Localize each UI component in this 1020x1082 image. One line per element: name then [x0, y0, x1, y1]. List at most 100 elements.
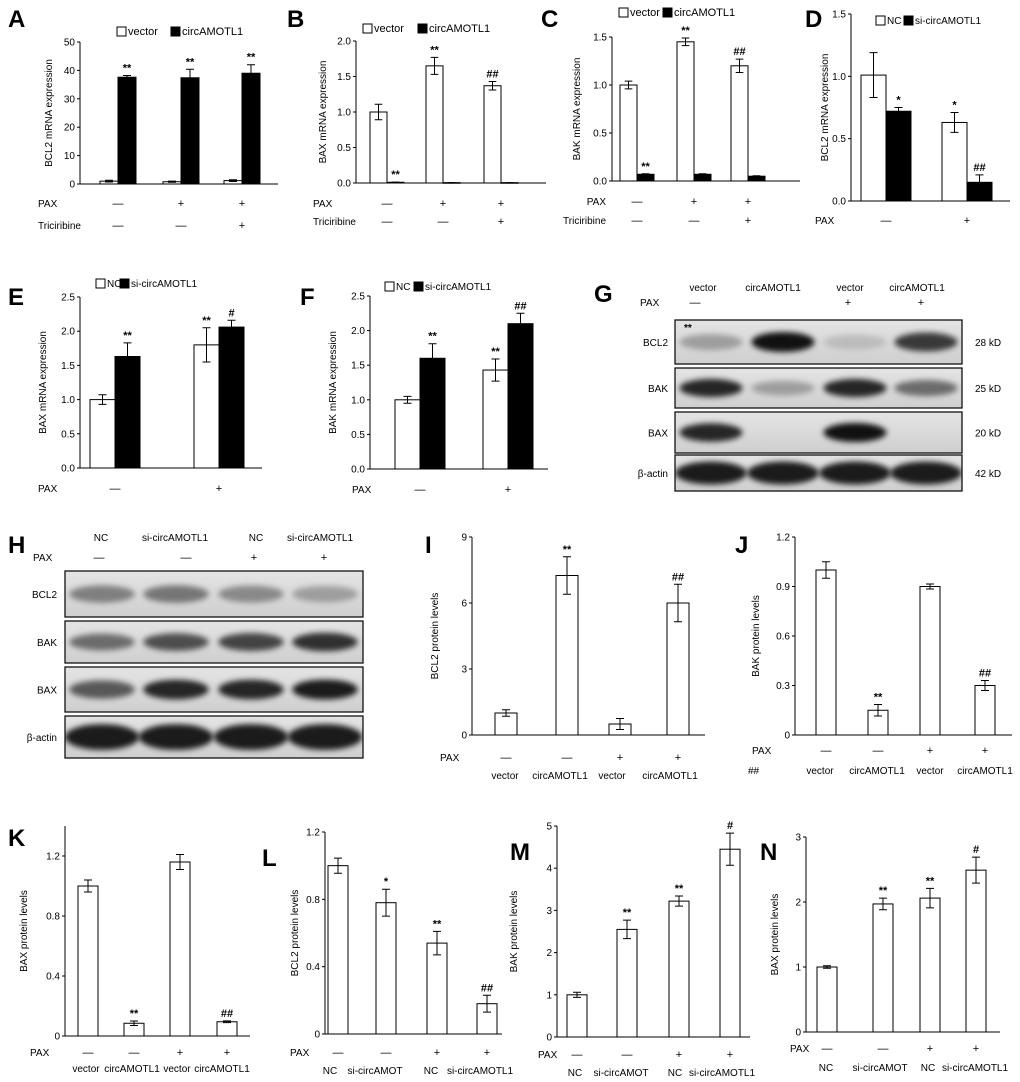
- y-tick-label: 50: [64, 38, 76, 49]
- protein-band: [823, 378, 887, 398]
- panel-letter: D: [805, 6, 822, 33]
- error-bar: [502, 709, 510, 717]
- y-tick-label: 3: [461, 665, 467, 676]
- legend-swatch: [413, 281, 424, 292]
- bar: [483, 85, 502, 184]
- condition-sign: —: [632, 215, 643, 227]
- bar: [666, 602, 690, 736]
- condition-sign: —: [821, 745, 832, 757]
- blot-row: [674, 411, 963, 454]
- legend-label: circAMOTL1: [182, 26, 243, 38]
- significance-mark: #: [228, 307, 234, 319]
- condition-label: PAX: [38, 199, 58, 210]
- error-bar: [926, 583, 934, 590]
- error-bar: [168, 180, 176, 183]
- bar: [693, 173, 712, 182]
- protein-band: [751, 380, 815, 396]
- condition-sign: —: [382, 216, 393, 228]
- y-tick-label: 0.0: [593, 177, 607, 188]
- significance-mark: ##: [672, 571, 684, 583]
- y-axis-label: BAK mRNA expression: [572, 58, 583, 161]
- error-bar: [516, 312, 525, 335]
- panel-e: E 0.0 0.5 1.0 1.5 2.0 2.5 BAX mRNA expression **…: [8, 278, 262, 495]
- bar: [676, 41, 695, 182]
- significance-mark: ##: [486, 68, 498, 80]
- x-category-label: circAMOTL1: [849, 766, 905, 777]
- error-bar: [726, 832, 734, 866]
- bar: [566, 994, 588, 1038]
- y-tick-label: 1.5: [832, 10, 846, 21]
- error-bar: [430, 56, 439, 75]
- protein-row-label: BAK: [37, 638, 57, 649]
- condition-sign: +: [676, 1049, 682, 1061]
- error-bar: [428, 343, 437, 374]
- significance-mark: #: [727, 820, 733, 832]
- condition-sign: —: [689, 215, 700, 227]
- protein-row-label: BCL2: [32, 590, 57, 601]
- legend-label: si-circAMOTL1: [425, 282, 492, 293]
- y-axis-label: BCL2 mRNA expression: [44, 59, 55, 167]
- condition-sign: —: [333, 1047, 344, 1059]
- condition-sign: +: [691, 196, 697, 208]
- panel-letter: K: [8, 825, 26, 852]
- panel-k: K 0 0.4 0.8 1.2 BAX protein levels ** ## PAX — — + +…: [8, 825, 250, 1075]
- y-tick-label: 0: [546, 1033, 552, 1044]
- protein-band: [823, 334, 887, 350]
- bar: [668, 900, 690, 1038]
- error-bar: [563, 556, 571, 595]
- error-bar: [98, 394, 107, 405]
- bar: [616, 928, 638, 1038]
- protein-band: [292, 585, 358, 603]
- bar: [425, 65, 444, 184]
- y-tick-label: 1.2: [306, 828, 320, 839]
- legend-swatch: [618, 7, 629, 18]
- significance-mark: **: [247, 52, 256, 64]
- legend-label: vector: [374, 23, 404, 35]
- x-category-label: vector: [72, 1064, 100, 1075]
- y-tick-label: 0.4: [306, 962, 320, 973]
- lane-label: circAMOTL1: [889, 283, 945, 294]
- blot-row: [674, 319, 963, 365]
- error-bar: [735, 58, 744, 74]
- bar: [216, 1021, 238, 1037]
- error-bar: [616, 718, 624, 730]
- legend-label: NC: [107, 279, 121, 290]
- y-tick-label: 3: [795, 833, 801, 844]
- y-tick-label: 40: [64, 66, 76, 77]
- lane-label: NC: [249, 533, 263, 544]
- condition-sign: —: [501, 752, 512, 764]
- blot-membrane: [65, 667, 363, 712]
- error-bar: [202, 327, 211, 363]
- y-tick-label: 1.5: [593, 33, 607, 44]
- significance-mark: **: [623, 907, 632, 919]
- bar: [730, 65, 749, 182]
- x-category-label: si-circAMOT: [853, 1063, 908, 1074]
- bar: [965, 869, 987, 1033]
- molecular-weight-label: 28 kD: [975, 338, 1001, 349]
- condition-sign: +: [927, 1043, 933, 1055]
- bar: [719, 848, 741, 1038]
- significance-mark: **: [123, 330, 132, 342]
- legend-swatch: [362, 23, 373, 34]
- blot-frame: [64, 570, 364, 618]
- y-tick-label: 2.0: [351, 326, 365, 337]
- condition-sign: +: [177, 1047, 183, 1059]
- condition-label: PAX: [440, 753, 460, 764]
- significance-mark: **: [681, 25, 690, 37]
- condition-sign: —: [632, 196, 643, 208]
- molecular-weight-label: 25 kD: [975, 384, 1001, 395]
- protein-band: [823, 422, 887, 443]
- y-tick-label: 0.6: [776, 632, 790, 643]
- protein-band: [218, 679, 284, 700]
- significance-mark: *: [896, 95, 901, 107]
- condition-sign: —: [438, 216, 449, 228]
- y-tick-label: 0.0: [337, 179, 351, 190]
- condition-sign: +: [484, 1047, 490, 1059]
- significance-mark: *: [384, 876, 389, 888]
- bar: [375, 902, 397, 1035]
- condition-sign: +: [321, 552, 327, 564]
- x-category-label: circAMOTL1: [532, 771, 588, 782]
- panel-letter: E: [8, 284, 24, 311]
- legend-label: vector: [128, 26, 158, 38]
- bar: [169, 861, 191, 1037]
